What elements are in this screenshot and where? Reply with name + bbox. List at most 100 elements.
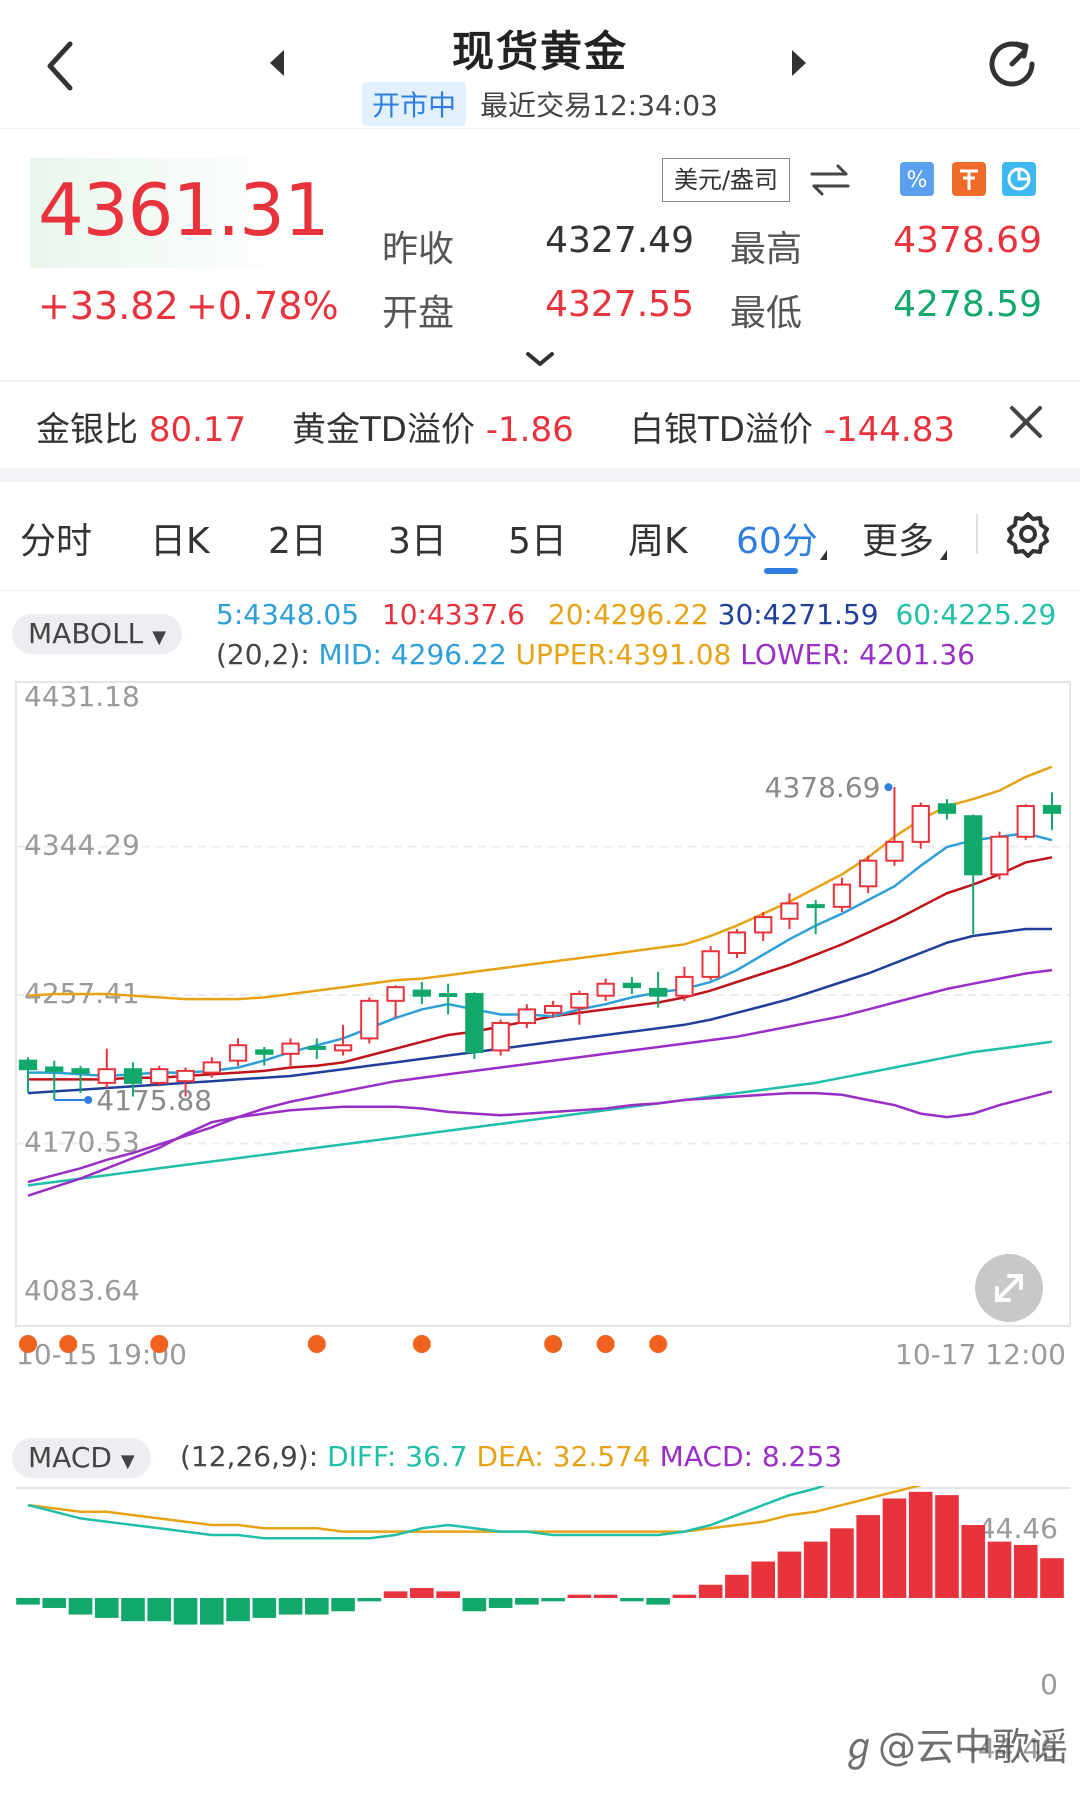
event-dot (150, 1335, 169, 1353)
dropdown-caret-icon: ▼ (152, 627, 167, 648)
high-label: 最高 (730, 229, 803, 270)
tab-3day[interactable]: 3日 (388, 521, 447, 562)
unit-selector[interactable]: 美元/盎司 (662, 158, 790, 202)
boll-params: (20,2): (216, 638, 310, 671)
settings-gear-icon[interactable] (1004, 510, 1052, 558)
macd-histogram-bar (94, 1598, 119, 1618)
y-tick-label: 4431.18 (24, 680, 140, 713)
low-value: 4278.59 (893, 284, 1042, 325)
candle-body (517, 1008, 537, 1025)
candle-body (491, 1022, 510, 1052)
macd-histogram-bar (882, 1498, 907, 1598)
macd-histogram-bar (567, 1594, 592, 1598)
sub-indicator-selector[interactable]: MACD ▼ (12, 1438, 151, 1478)
macd-y-tick: -44.46 (968, 1732, 1058, 1765)
candle-body (675, 975, 694, 997)
tab-weekly[interactable]: 周K (628, 521, 688, 562)
macd-histogram-bar (987, 1541, 1012, 1598)
boll-mid-line (27, 927, 1052, 1095)
candle-body (1042, 804, 1062, 814)
macd-histogram-bar (357, 1598, 382, 1602)
event-dot (19, 1335, 37, 1353)
ratio-value: -1.86 (485, 410, 574, 450)
close-icon[interactable] (1006, 402, 1046, 442)
prev-close-value: 4327.49 (545, 220, 694, 261)
macd-histogram-bar (488, 1598, 513, 1608)
prev-instrument-icon[interactable] (266, 46, 290, 80)
tab-60min[interactable]: 60分 (736, 521, 818, 562)
macd-histogram-bar (1013, 1544, 1038, 1598)
candle-body (780, 902, 799, 920)
tab-more[interactable]: 更多 (862, 521, 935, 562)
ma30-line (27, 968, 1053, 1184)
macd-y-tick: 0 (1040, 1668, 1058, 1701)
candle-body (1016, 804, 1035, 838)
candle-body (228, 1044, 248, 1062)
macd-histogram-bar (16, 1598, 40, 1605)
current-price: 4361.31 (38, 168, 330, 252)
market-status-badge: 开市中 (362, 82, 467, 126)
low-marker-label: 4175.88 (96, 1084, 212, 1117)
macd-histogram-bar (226, 1598, 250, 1622)
level-tool-icon[interactable] (952, 162, 986, 196)
ratio-value: -144.83 (823, 410, 956, 450)
next-instrument-icon[interactable] (786, 46, 810, 80)
candlestick-chart[interactable]: 4431.184344.294257.414170.534083.6410-15… (0, 672, 1080, 1432)
tab-2day[interactable]: 2日 (268, 521, 327, 562)
event-dot (59, 1335, 78, 1353)
last-trade-time: 最近交易12:34:03 (480, 89, 718, 122)
sub-indicator-name: MACD (28, 1441, 112, 1474)
boll-upper-line (27, 765, 1053, 1001)
high-value: 4378.69 (893, 220, 1042, 261)
macd-histogram-bar (68, 1598, 93, 1615)
watermark: ℊ@云中歌谣 (840, 1716, 1068, 1771)
candle-body (543, 1004, 563, 1014)
open-label: 开盘 (382, 293, 455, 334)
macd-histogram-bar (593, 1594, 618, 1598)
candle-body (911, 804, 930, 843)
tab-5day[interactable]: 5日 (508, 521, 567, 562)
spread-bar: 金银比 80.17 黄金TD溢价 -1.86 白银TD溢价 -144.83 (0, 382, 1080, 482)
macd-histogram-bar (252, 1598, 277, 1618)
tab-daily[interactable]: 日K (150, 521, 210, 562)
macd-histogram-bar (672, 1594, 697, 1598)
ma-legend: 5:4348.05 10:4337.6 20:4296.22 30:4271.5… (216, 598, 1056, 631)
macd-params: (12,26,9): (180, 1440, 319, 1473)
tab-divider (976, 514, 978, 554)
expand-chevron-icon[interactable] (520, 348, 560, 370)
candle-body (701, 950, 720, 978)
event-dot (412, 1335, 431, 1353)
header: 现货黄金 开市中 最近交易12:34:03 (0, 0, 1080, 129)
gold-td-premium: 黄金TD溢价 -1.86 (292, 402, 574, 451)
percent-tool-icon[interactable]: % (900, 162, 934, 196)
macd-histogram-bar (1040, 1558, 1064, 1598)
back-icon[interactable] (40, 36, 80, 96)
boll-lower: LOWER: 4201.36 (740, 638, 975, 671)
pie-tool-icon[interactable] (1002, 162, 1036, 196)
macd-histogram-bar (908, 1491, 933, 1598)
candle-body (18, 1059, 38, 1071)
macd-histogram-bar (199, 1598, 224, 1625)
candle-body (255, 1049, 274, 1055)
price-change: +33.82 (38, 284, 179, 328)
ratio-value: 80.17 (148, 410, 247, 450)
macd-histogram-bar (646, 1598, 670, 1605)
watermark-logo-icon: ℊ (840, 1725, 879, 1769)
main-indicator-selector[interactable]: MABOLL ▼ (12, 614, 183, 654)
refresh-icon[interactable] (980, 32, 1044, 96)
swap-unit-icon[interactable] (808, 160, 852, 200)
period-tabs: 分时 日K 2日 3日 5日 周K 60分 更多 (0, 478, 1080, 591)
candle-body (622, 982, 642, 989)
macd-chart[interactable]: 44.46 0 -44.46 (0, 1486, 1080, 1786)
fullscreen-icon[interactable] (975, 1254, 1043, 1322)
tab-intraday[interactable]: 分时 (20, 521, 93, 562)
low-label: 最低 (730, 293, 803, 334)
macd-histogram-bar (436, 1591, 460, 1598)
candle-body (150, 1068, 169, 1084)
macd-dea-line (27, 1486, 923, 1533)
macd-y-tick: 44.46 (978, 1512, 1058, 1545)
event-dot (307, 1335, 326, 1353)
macd-histogram-bar (803, 1541, 828, 1598)
macd-histogram-bar (173, 1598, 198, 1625)
ma60-value: 60:4225.29 (895, 598, 1057, 631)
